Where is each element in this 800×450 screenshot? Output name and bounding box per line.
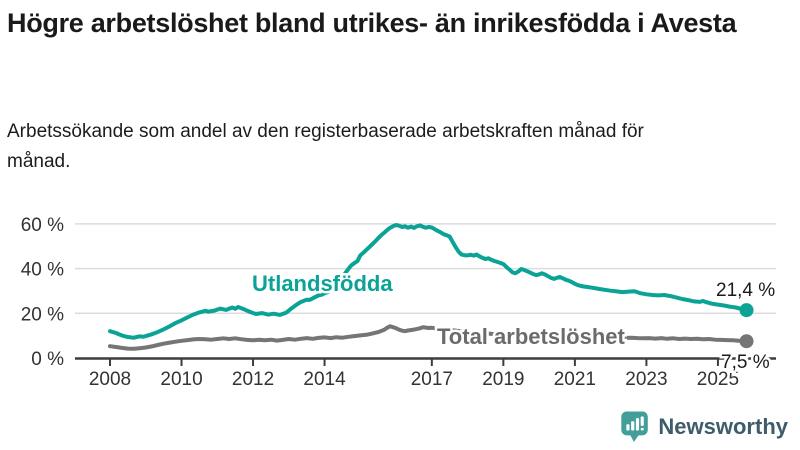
series-label-0: Utlandsfödda	[252, 271, 393, 296]
y-tick-label: 60 %	[21, 215, 64, 236]
series-end-dot-1	[739, 334, 754, 349]
newsworthy-logo-icon	[621, 411, 649, 442]
page-title: Högre arbetslöshet bland utrikes- än inr…	[7, 8, 737, 38]
y-tick-label: 0 %	[31, 349, 64, 370]
line-chart: 2008 2010 2012 2014 2017 2019 2021 2023 2025 0 % 2…	[0, 200, 800, 405]
series-line-1	[108, 324, 749, 351]
x-tick-label: 2014	[303, 369, 346, 390]
x-tick-label: 2019	[482, 369, 524, 390]
series-line-0	[108, 223, 749, 340]
x-tick-label: 2010	[160, 369, 202, 390]
x-tick-label: 2023	[625, 369, 667, 390]
x-tick-label: 2017	[411, 369, 453, 390]
series-end-value-1: 7,5 %	[721, 352, 770, 373]
series-end-dot-0	[739, 303, 754, 318]
x-tick-label: 2025	[697, 369, 739, 390]
chart-canvas: 2008 2010 2012 2014 2017 2019 2021 2023 2025 0 % 2…	[21, 215, 778, 390]
x-tick-label: 2012	[232, 369, 274, 390]
y-tick-label: 40 %	[21, 260, 64, 281]
series-end-value-0: 21,4 %	[716, 280, 775, 301]
x-tick-label: 2008	[89, 369, 131, 390]
page-subtitle: Arbetssökande som andel av den registerb…	[7, 121, 644, 172]
brand-name: Newsworthy	[658, 413, 788, 439]
brand-footer: Newsworthy	[620, 410, 788, 443]
series-label-1: Total arbetslöshet	[437, 324, 626, 349]
x-tick-label: 2021	[554, 369, 596, 390]
y-tick-label: 20 %	[21, 304, 64, 325]
